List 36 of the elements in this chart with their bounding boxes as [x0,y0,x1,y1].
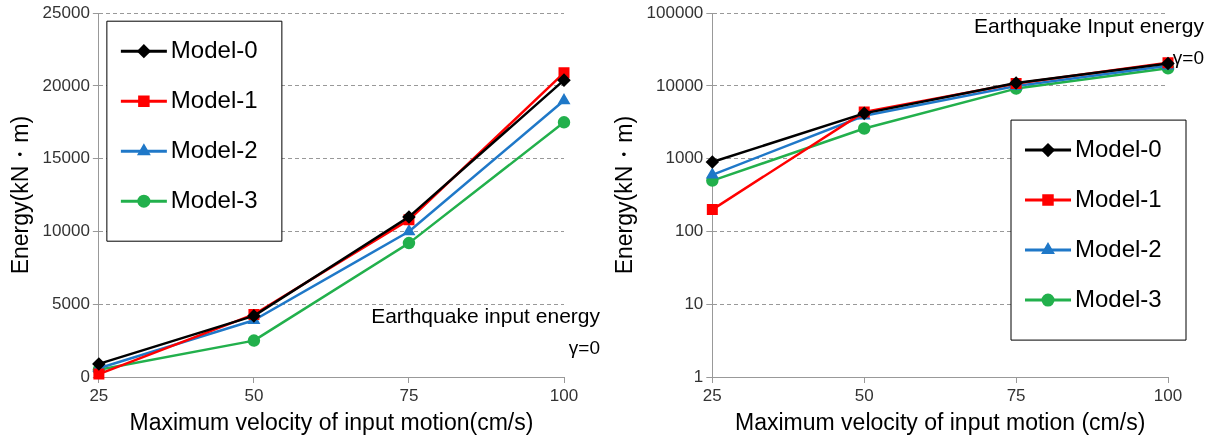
y-tick-label: 100 [674,221,704,241]
annotation: Earthquake Input energy [974,14,1205,37]
legend-label: Model-1 [1075,184,1162,212]
x-tick-label: 50 [854,385,874,405]
x-tick-label: 75 [399,385,419,405]
legend-label: Model-2 [1075,234,1162,262]
legend-label: Model-3 [1075,284,1162,312]
x-tick-label: 25 [89,385,109,405]
annotation: Earthquake input energy [371,303,601,327]
x-tick-label: 25 [702,385,722,405]
y-tick-label: 15000 [42,148,90,168]
legend-label: Model-0 [1075,134,1162,162]
legend-label: Model-2 [170,135,258,163]
legend-label: Model-3 [170,185,258,213]
legend-label: Model-0 [170,35,258,63]
x-axis-title: Maximum velocity of input motion(cm/s) [129,408,534,435]
y-tick-label: 5000 [52,293,90,313]
legend-label: Model-1 [170,85,258,113]
x-tick-label: 100 [549,385,579,405]
y-axis-title: Energy(kN・m) [611,115,638,275]
y-axis-title: Energy(kN・m) [7,115,34,275]
y-tick-label: 25000 [42,2,90,22]
x-tick-label: 50 [244,385,264,405]
y-tick-label: 1 [693,366,704,386]
y-tick-label: 0 [80,366,90,386]
x-axis-title: Maximum velocity of input motion (cm/s) [735,408,1146,435]
y-tick-label: 100000 [646,2,704,22]
y-tick-label: 1000 [665,148,704,168]
text: γ=0 [1172,47,1204,69]
x-tick-label: 100 [1153,385,1183,405]
y-tick-label: 10000 [656,75,704,95]
y-tick-label: 10000 [42,221,90,241]
y-tick-label: 20000 [42,75,90,95]
text: γ=0 [568,337,600,359]
y-tick-label: 10 [684,293,704,313]
x-tick-label: 75 [1006,385,1026,405]
